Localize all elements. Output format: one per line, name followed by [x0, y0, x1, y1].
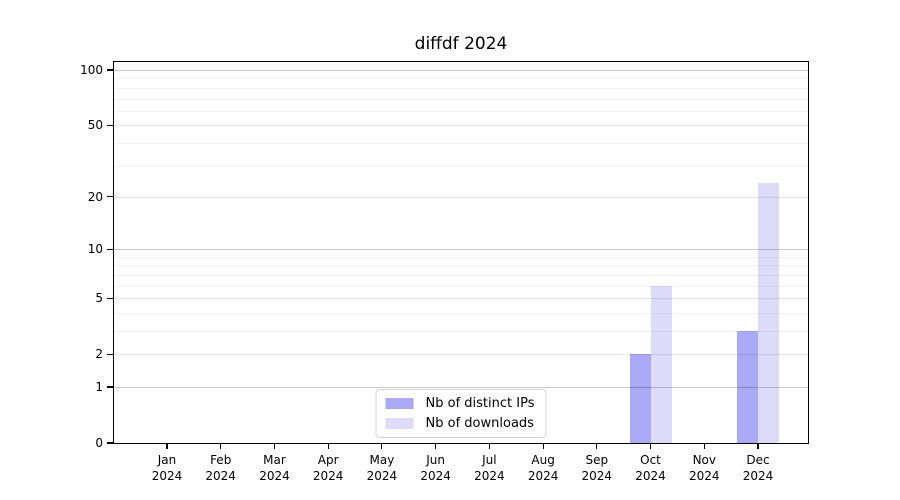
- x-tick-label-may: May 2024: [347, 452, 417, 484]
- bar-distinct-ips-dec: [737, 330, 758, 443]
- y-tick-mark-0: [107, 442, 113, 444]
- x-tick-mark-mar: [273, 444, 276, 449]
- x-tick-label-sep: Sep 2024: [562, 452, 632, 484]
- gridline-100: [114, 70, 808, 71]
- gridline-20: [114, 196, 808, 198]
- gridline-minor-6: [114, 285, 808, 287]
- x-tick-mark-dec: [757, 444, 759, 449]
- chart-title: diffdf 2024: [414, 34, 508, 54]
- y-tick-label-10: 10: [87, 242, 103, 257]
- plot-area: Nb of distinct IPs Nb of downloads: [113, 61, 809, 444]
- bar-downloads-oct: [650, 285, 672, 443]
- x-tick-month: Aug: [531, 453, 555, 467]
- gridline-minor-30: [114, 165, 808, 167]
- x-tick-label-jan: Jan 2024: [132, 452, 202, 484]
- legend-label-downloads: Nb of downloads: [425, 416, 534, 431]
- x-tick-label-oct: Oct 2024: [616, 452, 686, 484]
- y-tick-mark-5: [107, 297, 113, 299]
- x-tick-month: May: [369, 453, 395, 467]
- y-tick-mark-50: [107, 124, 113, 126]
- x-tick-label-aug: Aug 2024: [508, 452, 578, 484]
- legend: Nb of distinct IPs Nb of downloads: [375, 389, 547, 438]
- gridline-minor-7: [114, 274, 808, 276]
- gridline-minor-4: [114, 312, 808, 314]
- legend-swatch-distinct-ips: [385, 398, 414, 409]
- x-tick-label-jun: Jun 2024: [401, 452, 471, 484]
- y-tick-mark-20: [107, 196, 113, 198]
- x-tick-label-apr: Apr 2024: [293, 452, 363, 484]
- bars-layer: [114, 62, 808, 443]
- y-tick-label-50: 50: [87, 118, 103, 133]
- x-tick-label-feb: Feb 2024: [186, 452, 256, 484]
- x-tick-mark-apr: [327, 444, 329, 449]
- gridline-minor-60: [114, 110, 808, 112]
- x-tick-month: Apr: [317, 453, 339, 467]
- gridline-1: [114, 387, 808, 388]
- gridline-minor-3: [114, 331, 808, 332]
- x-tick-month: Dec: [746, 453, 770, 467]
- x-tick-year: 2024: [151, 469, 183, 483]
- gridline-2: [114, 354, 808, 356]
- gridline-50: [114, 125, 808, 127]
- x-tick-label-mar: Mar 2024: [240, 452, 310, 484]
- x-tick-month: Oct: [640, 453, 661, 467]
- x-tick-year: 2024: [635, 469, 666, 483]
- y-tick-mark-100: [107, 69, 113, 71]
- bar-distinct-ips-oct: [629, 354, 651, 443]
- gridlines-layer: [114, 62, 808, 443]
- y-tick-mark-1: [107, 386, 113, 388]
- y-tick-label-2: 2: [95, 347, 103, 362]
- x-tick-label-dec: Dec 2024: [723, 452, 793, 484]
- x-tick-month: Jun: [426, 453, 445, 467]
- legend-item-downloads: Nb of downloads: [385, 416, 535, 431]
- x-tick-year: 2024: [581, 469, 613, 483]
- x-tick-year: 2024: [366, 469, 398, 483]
- x-tick-year: 2024: [420, 469, 451, 483]
- x-tick-year: 2024: [474, 469, 505, 483]
- y-tick-label-100: 100: [80, 63, 103, 77]
- x-tick-month: Jan: [157, 453, 177, 467]
- x-tick-mark-jun: [435, 444, 437, 449]
- y-tick-mark-2: [107, 353, 113, 355]
- x-tick-year: 2024: [205, 469, 236, 483]
- legend-swatch-downloads: [385, 418, 414, 429]
- legend-label-distinct-ips: Nb of distinct IPs: [425, 396, 535, 411]
- gridline-5: [114, 298, 808, 300]
- x-tick-month: Mar: [263, 453, 286, 467]
- gridline-minor-80: [114, 87, 808, 89]
- bar-downloads-dec: [758, 182, 779, 443]
- x-tick-mark-feb: [220, 444, 222, 449]
- gridline-minor-90: [114, 78, 808, 80]
- x-tick-month: Jul: [482, 453, 497, 467]
- x-tick-month: Nov: [692, 453, 716, 467]
- x-tick-month: Sep: [585, 453, 609, 467]
- legend-item-distinct-ips: Nb of distinct IPs: [385, 396, 535, 411]
- x-tick-mark-oct: [649, 444, 652, 449]
- x-tick-year: 2024: [527, 469, 559, 483]
- x-tick-year: 2024: [259, 469, 290, 483]
- x-tick-mark-may: [381, 444, 383, 449]
- x-tick-year: 2024: [689, 469, 720, 483]
- x-tick-mark-nov: [703, 444, 705, 449]
- x-tick-month: Feb: [210, 453, 232, 467]
- gridline-10: [114, 249, 808, 251]
- gridline-minor-70: [114, 98, 808, 100]
- x-tick-mark-jan: [166, 444, 168, 449]
- y-tick-mark-10: [107, 248, 113, 250]
- y-tick-label-5: 5: [95, 291, 103, 306]
- x-tick-year: 2024: [312, 469, 344, 483]
- y-tick-label-20: 20: [87, 189, 103, 204]
- x-tick-mark-sep: [596, 444, 598, 449]
- x-tick-label-jul: Jul 2024: [454, 452, 524, 484]
- y-tick-label-1: 1: [95, 380, 103, 394]
- gridline-minor-9: [114, 256, 808, 258]
- y-tick-label-0: 0: [95, 436, 103, 450]
- x-tick-label-nov: Nov 2024: [669, 452, 739, 484]
- gridline-minor-8: [114, 265, 808, 267]
- x-tick-mark-aug: [542, 444, 544, 449]
- x-tick-mark-jul: [488, 444, 490, 449]
- gridline-minor-40: [114, 142, 808, 144]
- x-tick-year: 2024: [742, 469, 774, 483]
